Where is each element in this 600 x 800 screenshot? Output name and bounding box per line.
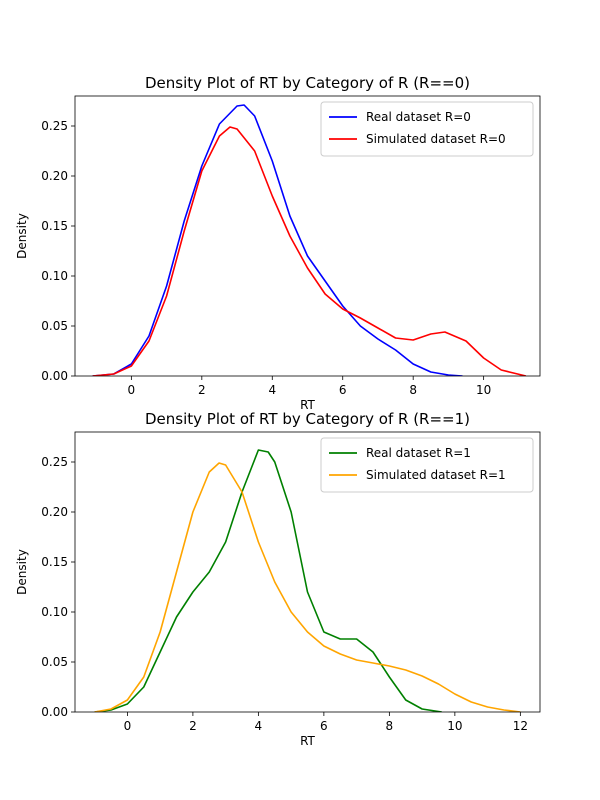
x-tick-label: 10 [476, 383, 491, 397]
legend-entry: Real dataset R=1 [366, 446, 471, 460]
y-tick-label: 0.00 [41, 369, 68, 383]
series-line-0-0 [92, 104, 463, 376]
legend-entry: Simulated dataset R=1 [366, 468, 506, 482]
y-tick-label: 0.05 [41, 319, 68, 333]
series-line-1-1 [94, 462, 521, 712]
y-tick-label: 0.20 [41, 505, 68, 519]
chart-title: Density Plot of RT by Category of R (R==… [145, 74, 470, 92]
y-tick-label: 0.05 [41, 655, 68, 669]
axes-frame [74, 431, 541, 713]
y-tick-label: 0.25 [41, 119, 68, 133]
chart-title: Density Plot of RT by Category of R (R==… [145, 410, 470, 428]
series-line-0-1 [92, 126, 527, 376]
y-tick-label: 0.20 [41, 169, 68, 183]
legend-entry: Real dataset R=0 [366, 110, 471, 124]
y-tick-label: 0.00 [41, 705, 68, 719]
x-axis-label: RT [300, 398, 315, 412]
axes-frame [74, 95, 541, 377]
x-tick-label: 4 [268, 383, 276, 397]
x-tick-label: 2 [198, 383, 206, 397]
x-tick-label: 4 [255, 719, 263, 733]
x-tick-label: 8 [386, 719, 394, 733]
y-tick-label: 0.10 [41, 605, 68, 619]
chart-panel-1: 0 2 4 6 8 10 12 0.00 0.05 0.10 0.15 0.20 0.25 Density… [15, 410, 541, 748]
x-tick-label: 6 [320, 719, 328, 733]
x-tick-label: 0 [124, 719, 132, 733]
x-tick-label: 12 [513, 719, 528, 733]
y-tick-label: 0.10 [41, 269, 68, 283]
y-tick-label: 0.15 [41, 219, 68, 233]
y-axis-label: Density [15, 549, 29, 595]
series-line-1-0 [94, 449, 442, 712]
x-axis-label: RT [300, 734, 315, 748]
x-tick-label: 6 [339, 383, 347, 397]
x-tick-label: 10 [447, 719, 462, 733]
y-tick-label: 0.25 [41, 455, 68, 469]
legend: Real dataset R=1 Simulated dataset R=1 [320, 437, 534, 493]
chart-panel-0: 0 2 4 6 8 10 0.00 0.05 0.10 0.15 0.20 0.25 Density P… [15, 74, 541, 412]
x-tick-label: 2 [189, 719, 197, 733]
y-tick-label: 0.15 [41, 555, 68, 569]
legend: Real dataset R=0 Simulated dataset R=0 [320, 101, 534, 157]
y-axis-label: Density [15, 213, 29, 259]
legend-box [320, 101, 534, 157]
x-tick-label: 0 [128, 383, 136, 397]
legend-box [320, 437, 534, 493]
legend-entry: Simulated dataset R=0 [366, 132, 506, 146]
x-tick-label: 8 [409, 383, 417, 397]
